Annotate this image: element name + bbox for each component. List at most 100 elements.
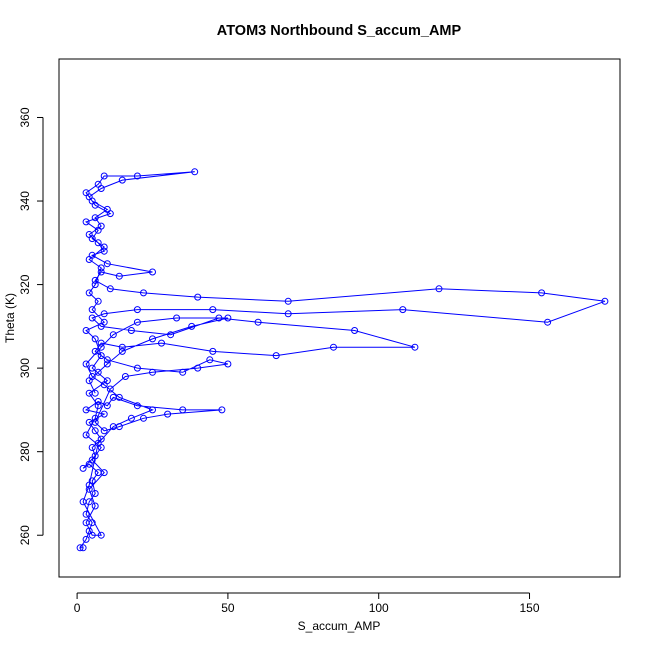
data-point: [209, 306, 217, 314]
data-point: [76, 544, 84, 552]
data-point: [82, 519, 90, 527]
data-point: [106, 285, 114, 293]
data-point: [94, 368, 102, 376]
x-tick-label: 50: [221, 601, 235, 615]
x-tick-label: 150: [520, 601, 540, 615]
data-point: [91, 490, 99, 497]
data-point: [97, 339, 105, 347]
series-group: [76, 168, 609, 552]
data-point: [88, 314, 96, 322]
x-tick-label: 0: [74, 601, 81, 615]
data-point: [91, 414, 99, 422]
data-point: [97, 352, 105, 360]
data-point: [121, 373, 129, 380]
data-point: [103, 260, 111, 268]
data-point: [188, 322, 196, 330]
data-point: [167, 331, 175, 339]
data-point: [91, 427, 99, 435]
data-point: [100, 243, 108, 251]
data-point: [224, 360, 232, 368]
data-point: [82, 406, 90, 414]
data-point: [140, 414, 147, 422]
y-axis-label: Theta (K): [3, 293, 17, 343]
data-point: [351, 327, 359, 334]
data-point: [82, 535, 90, 543]
data-point: [97, 268, 105, 276]
data-point: [284, 297, 292, 305]
data-point: [149, 368, 156, 376]
x-tick-label: 100: [369, 601, 389, 615]
plot-frame: [58, 58, 621, 578]
data-point: [88, 364, 96, 372]
data-point: [85, 481, 93, 489]
data-point: [91, 201, 99, 209]
data-point: [411, 343, 419, 351]
x-axis: 0 50 100 150: [74, 592, 540, 615]
data-point: [85, 193, 93, 201]
data-point: [206, 356, 214, 364]
data-point: [109, 331, 117, 339]
data-point: [79, 498, 87, 506]
y-tick-label: 320: [18, 274, 32, 294]
data-point: [133, 318, 141, 326]
data-point: [103, 402, 111, 410]
data-point: [94, 402, 102, 410]
data-point: [194, 364, 202, 372]
data-point: [106, 385, 114, 393]
data-point: [100, 469, 108, 477]
data-point: [82, 431, 90, 439]
data-point: [538, 289, 546, 297]
data-point: [118, 343, 126, 351]
y-tick-label: 300: [18, 358, 32, 378]
data-point: [158, 339, 165, 347]
data-point: [173, 314, 181, 322]
data-point: [118, 176, 126, 184]
data-point: [103, 360, 111, 368]
data-point: [88, 306, 96, 314]
y-axis: 260 280 300 320 340 360: [18, 107, 44, 545]
y-tick-label: 360: [18, 107, 32, 127]
data-point: [133, 306, 141, 314]
data-point: [103, 356, 111, 364]
data-point: [544, 318, 552, 326]
data-point: [97, 185, 105, 192]
data-point: [91, 347, 99, 355]
data-point: [209, 347, 217, 355]
data-point: [100, 427, 108, 435]
chart-title: ATOM3 Northbound S_accum_AMP: [217, 23, 462, 39]
data-point: [149, 268, 156, 276]
y-tick-label: 260: [18, 525, 32, 545]
data-point: [85, 485, 93, 493]
data-point: [106, 210, 114, 218]
data-point: [91, 335, 99, 343]
data-point: [100, 318, 108, 326]
data-point: [118, 347, 126, 355]
data-point: [85, 256, 93, 263]
data-point: [94, 297, 102, 305]
y-tick-label: 280: [18, 441, 32, 461]
data-point: [179, 406, 187, 414]
data-point: [100, 247, 108, 255]
data-point: [100, 410, 108, 418]
data-point: [164, 410, 172, 418]
data-point: [224, 314, 232, 322]
data-point: [82, 327, 90, 334]
data-point: [91, 389, 99, 397]
data-point: [100, 381, 108, 389]
data-point: [88, 456, 96, 464]
data-point: [97, 343, 105, 351]
data-point: [91, 214, 99, 222]
data-point: [133, 172, 141, 180]
data-point: [115, 272, 123, 280]
data-point: [179, 368, 187, 376]
data-point: [194, 293, 202, 301]
data-point: [435, 285, 443, 293]
data-point: [218, 406, 226, 414]
data-point: [100, 310, 108, 318]
data-point: [79, 464, 87, 472]
data-point: [85, 289, 93, 297]
data-point: [191, 168, 199, 176]
data-point: [94, 239, 102, 247]
data-point: [100, 172, 108, 180]
data-point: [88, 531, 96, 539]
